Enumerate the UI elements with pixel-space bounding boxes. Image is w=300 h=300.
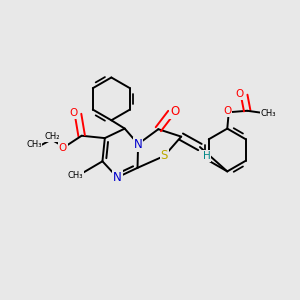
Text: H: H: [202, 151, 210, 161]
Text: CH₃: CH₃: [68, 171, 83, 180]
Text: O: O: [170, 105, 180, 118]
Text: CH₃: CH₃: [261, 109, 276, 118]
Text: O: O: [235, 89, 244, 99]
Text: O: O: [69, 108, 77, 118]
Text: O: O: [59, 143, 67, 153]
Text: N: N: [134, 138, 142, 151]
Text: CH₂: CH₂: [45, 132, 60, 141]
Text: O: O: [223, 106, 231, 116]
Text: N: N: [113, 171, 122, 184]
Text: S: S: [160, 149, 168, 162]
Text: CH₃: CH₃: [26, 140, 42, 148]
